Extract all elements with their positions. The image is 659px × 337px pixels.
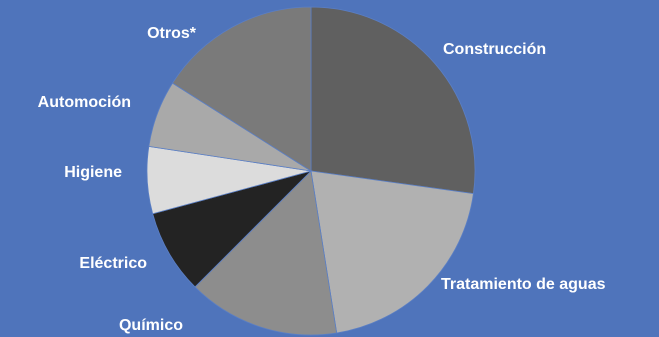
pie-label-tratamiento-de-aguas: Tratamiento de aguas [441,276,606,293]
pie-slice-construccion [310,6,476,195]
pie-slices [146,6,476,336]
pie-labels: Construcción Tratamiento de aguas Químico E… [38,25,606,334]
pie-label-higiene: Higiene [64,164,122,181]
pie-slice-tratamiento-de-aguas [310,170,474,334]
pie-label-quimico: Químico [119,317,183,334]
pie-label-construccion: Construcción [443,41,546,58]
pie-slice-quimico [194,170,338,336]
pie-label-electrico: Eléctrico [79,255,147,272]
pie-label-otros: Otros* [147,25,197,42]
pie-slice-electrico [152,170,313,288]
pie-label-automocion: Automoción [38,94,131,111]
pie-slice-otros [171,6,312,172]
